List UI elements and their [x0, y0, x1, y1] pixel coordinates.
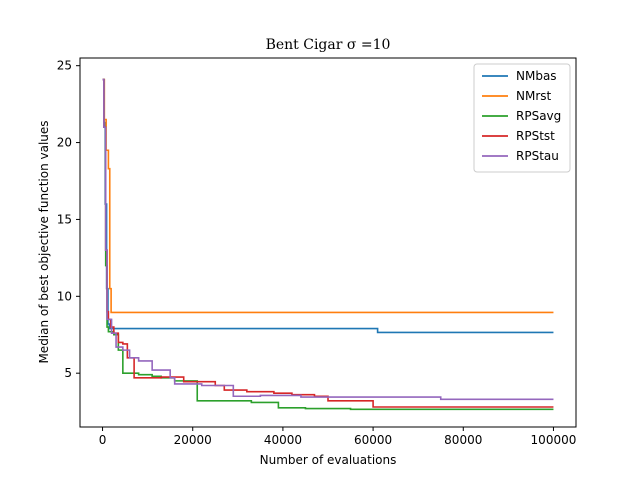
x-tick-label: 40000 [264, 433, 302, 447]
y-axis-ticks: 5 10 15 20 25 [57, 59, 80, 380]
legend-box [473, 63, 571, 173]
legend-label-rpstau: RPStau [516, 149, 559, 163]
y-tick-label: 10 [57, 289, 72, 303]
legend-label-rpstst: RPStst [516, 129, 555, 143]
legend-label-rpsavg: RPSavg [516, 109, 561, 123]
y-axis-label: Median of best objective function values [37, 120, 51, 363]
series-line-rpstau [102, 78, 554, 401]
y-tick-label: 15 [57, 212, 72, 226]
y-tick-label: 20 [57, 136, 72, 150]
y-tick-label: 5 [64, 366, 72, 380]
legend-label-nmbas: NMbas [516, 69, 557, 83]
legend: NMbas NMrst RPSavg RPStst RPStau [473, 63, 571, 173]
x-tick-label: 60000 [354, 433, 392, 447]
x-tick-label: 100000 [531, 433, 577, 447]
x-tick-label: 0 [99, 433, 107, 447]
series-group [102, 78, 554, 411]
x-axis-ticks: 0 20000 40000 60000 80000 100000 [99, 427, 577, 447]
y-tick-label: 25 [57, 59, 72, 73]
x-tick-label: 80000 [444, 433, 482, 447]
chart-title: Bent Cigar σ =10 [266, 37, 391, 53]
legend-label-nmrst: NMrst [516, 89, 552, 103]
x-tick-label: 20000 [174, 433, 212, 447]
plot-frame [79, 57, 577, 428]
x-axis-label: Number of evaluations [260, 453, 397, 467]
